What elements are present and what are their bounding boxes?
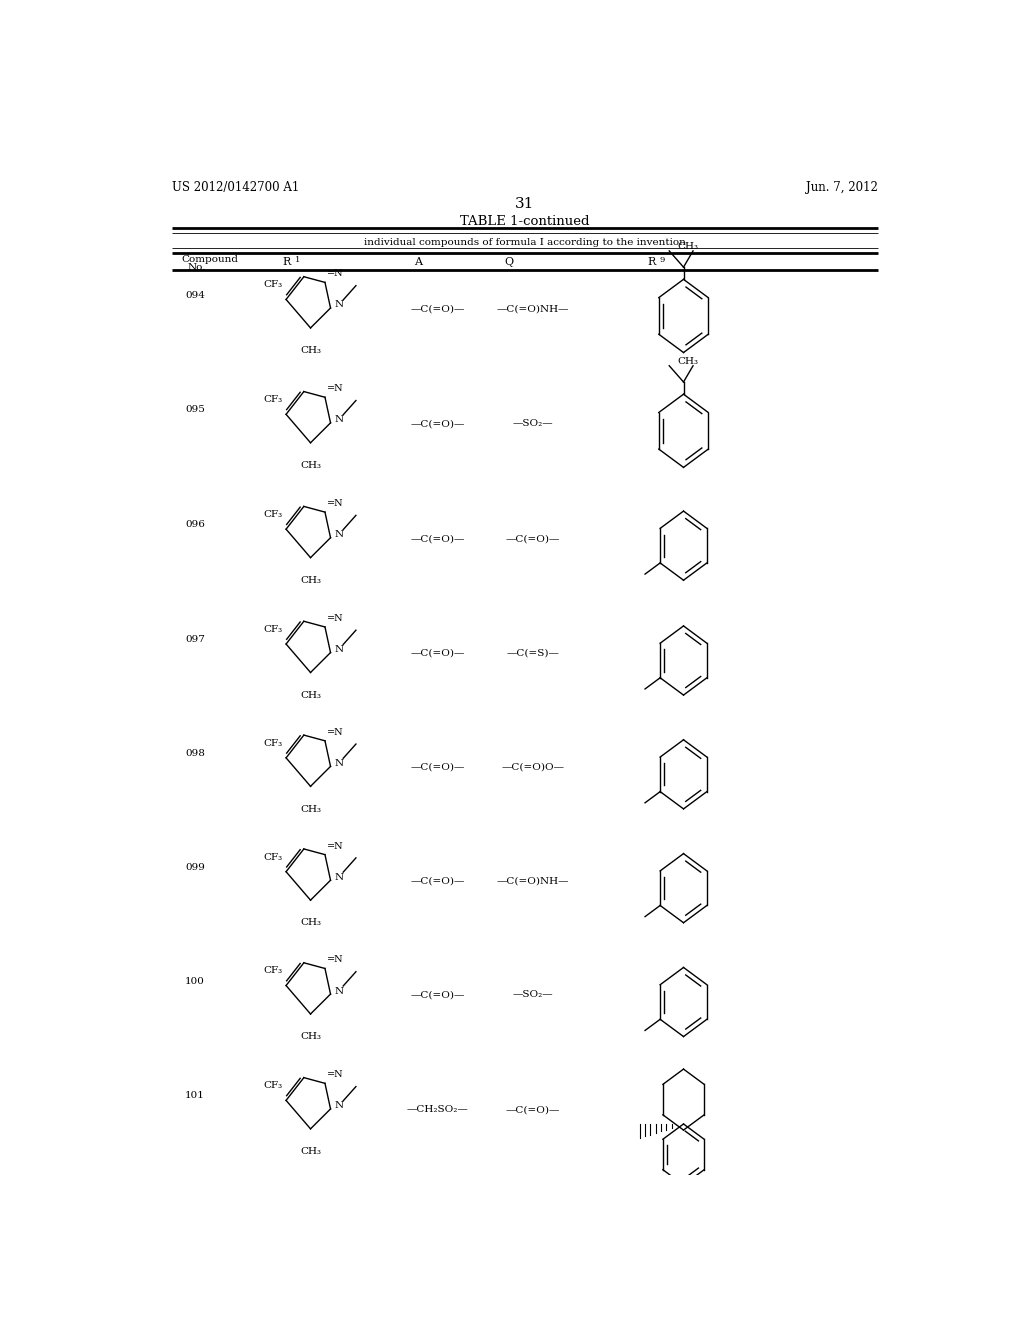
Text: CH₃: CH₃: [677, 243, 698, 251]
Text: —C(=O)—: —C(=O)—: [506, 1105, 560, 1114]
Text: —C(=O)O—: —C(=O)O—: [501, 763, 564, 772]
Text: 9: 9: [659, 256, 665, 264]
Text: —C(=O)—: —C(=O)—: [411, 305, 465, 313]
Text: Jun. 7, 2012: Jun. 7, 2012: [806, 181, 878, 194]
Text: =N: =N: [328, 614, 344, 623]
Text: CH₃: CH₃: [300, 690, 322, 700]
Text: 099: 099: [185, 863, 205, 871]
Text: CF₃: CF₃: [264, 280, 283, 289]
Text: N: N: [335, 301, 344, 309]
Text: CF₃: CF₃: [264, 966, 283, 975]
Text: —C(=O)—: —C(=O)—: [411, 420, 465, 428]
Text: 098: 098: [185, 748, 205, 758]
Text: US 2012/0142700 A1: US 2012/0142700 A1: [172, 181, 299, 194]
Text: 094: 094: [185, 290, 205, 300]
Text: individual compounds of formula I according to the invention: individual compounds of formula I accord…: [364, 238, 686, 247]
Text: N: N: [335, 759, 344, 768]
Text: CF₃: CF₃: [264, 739, 283, 747]
Text: —C(=O)NH—: —C(=O)NH—: [497, 305, 569, 313]
Text: 100: 100: [185, 977, 205, 986]
Text: CF₃: CF₃: [264, 1081, 283, 1090]
Text: CH₃: CH₃: [300, 1147, 322, 1156]
Text: N: N: [335, 531, 344, 539]
Text: =N: =N: [328, 956, 344, 965]
Text: =N: =N: [328, 269, 344, 279]
Text: 31: 31: [515, 197, 535, 211]
Text: 101: 101: [185, 1092, 205, 1101]
Text: N: N: [335, 416, 344, 424]
Text: CF₃: CF₃: [264, 853, 283, 862]
Text: =N: =N: [328, 842, 344, 850]
Text: Q: Q: [505, 257, 513, 267]
Text: CH₃: CH₃: [300, 1032, 322, 1041]
Text: CH₃: CH₃: [677, 358, 698, 366]
Text: 096: 096: [185, 520, 205, 529]
Text: TABLE 1-continued: TABLE 1-continued: [460, 215, 590, 228]
Text: —C(=O)NH—: —C(=O)NH—: [497, 876, 569, 886]
Text: —C(=S)—: —C(=S)—: [506, 649, 559, 657]
Text: —CH₂SO₂—: —CH₂SO₂—: [407, 1105, 468, 1114]
Text: —C(=O)—: —C(=O)—: [411, 763, 465, 772]
Text: 1: 1: [295, 256, 300, 264]
Text: CH₃: CH₃: [300, 576, 322, 585]
Text: N: N: [335, 1101, 344, 1110]
Text: =N: =N: [328, 1071, 344, 1080]
Text: N: N: [335, 873, 344, 882]
Text: =N: =N: [328, 499, 344, 508]
Text: —SO₂—: —SO₂—: [512, 420, 553, 428]
Text: R: R: [283, 257, 291, 267]
Text: =N: =N: [328, 384, 344, 393]
Text: CF₃: CF₃: [264, 624, 283, 634]
Text: CF₃: CF₃: [264, 510, 283, 519]
Text: CH₃: CH₃: [300, 346, 322, 355]
Text: —C(=O)—: —C(=O)—: [411, 876, 465, 886]
Text: R: R: [647, 257, 656, 267]
Text: 097: 097: [185, 635, 205, 644]
Text: N: N: [335, 645, 344, 653]
Text: CH₃: CH₃: [300, 805, 322, 813]
Text: —C(=O)—: —C(=O)—: [411, 990, 465, 999]
Text: 095: 095: [185, 405, 205, 414]
Text: =N: =N: [328, 727, 344, 737]
Text: CH₃: CH₃: [300, 461, 322, 470]
Text: N: N: [335, 986, 344, 995]
Text: —C(=O)—: —C(=O)—: [411, 535, 465, 543]
Text: —C(=O)—: —C(=O)—: [411, 649, 465, 657]
Text: No.: No.: [187, 263, 206, 272]
Text: —C(=O)—: —C(=O)—: [506, 535, 560, 543]
Text: Compound: Compound: [181, 255, 239, 264]
Text: —SO₂—: —SO₂—: [512, 990, 553, 999]
Text: CF₃: CF₃: [264, 395, 283, 404]
Text: CH₃: CH₃: [300, 919, 322, 928]
Text: A: A: [414, 257, 422, 267]
